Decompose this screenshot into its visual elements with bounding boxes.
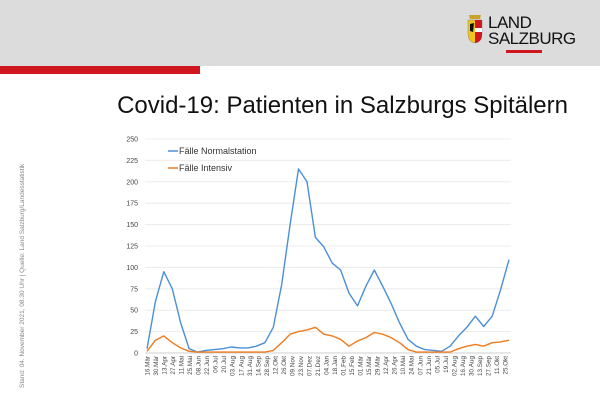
x-tick-label: 26.Apr	[392, 356, 399, 375]
x-tick-label: 16.Mär	[145, 356, 152, 376]
y-tick-label: 75	[130, 286, 138, 293]
x-tick-label: 13.Sep	[477, 356, 484, 376]
x-tick-label: 20.Jul	[221, 356, 228, 373]
logo-underline	[506, 50, 542, 53]
x-tick-label: 11.Mai	[179, 356, 186, 374]
y-tick-label: 150	[126, 222, 138, 229]
x-tick-label: 21.Dez	[315, 356, 322, 376]
legend-label: Fälle Normalstation	[179, 146, 257, 156]
slide-header	[0, 0, 600, 66]
legend-label: Fälle Intensiv	[179, 163, 233, 173]
x-tick-label: 09.Nov	[289, 355, 296, 376]
y-tick-label: 125	[126, 244, 138, 251]
x-tick-label: 16.Aug	[460, 356, 467, 376]
x-tick-label: 18.Jan	[332, 356, 339, 375]
x-tick-label: 25.Okt	[503, 356, 510, 375]
series-line-normalstation	[146, 168, 510, 353]
y-tick-label: 100	[126, 265, 138, 272]
x-tick-label: 07.Jun	[417, 356, 424, 375]
x-tick-label: 04.Jan	[324, 356, 331, 375]
x-tick-label: 29.Mär	[375, 356, 382, 376]
x-tick-label: 24.Mai	[409, 356, 416, 375]
coat-of-arms-icon	[467, 15, 483, 44]
x-tick-label: 30.Aug	[468, 356, 475, 376]
y-tick-label: 0	[134, 351, 138, 358]
x-tick-label: 08.Jun	[196, 356, 203, 375]
y-tick-label: 50	[130, 308, 138, 315]
x-tick-label: 01.Feb	[341, 356, 348, 376]
chart-title: Covid-19: Patienten in Salzburgs Spitäle…	[117, 92, 568, 119]
x-tick-label: 15.Mär	[366, 356, 373, 376]
x-tick-label: 27.Apr	[170, 356, 177, 375]
x-tick-label: 28.Sep	[264, 356, 271, 376]
x-tick-label: 23.Nov	[298, 355, 305, 376]
x-tick-label: 12.Apr	[383, 356, 390, 375]
x-tick-label: 17.Aug	[238, 356, 245, 376]
x-tick-label: 03.Aug	[230, 356, 237, 376]
logo-text-salzburg: SALZBURG	[488, 29, 576, 48]
x-tick-label: 01.Mär	[358, 356, 365, 376]
x-tick-label: 27.Sep	[485, 356, 492, 376]
x-tick-label: 25.Mai	[187, 356, 194, 375]
x-tick-label: 21.Jun	[426, 356, 433, 375]
y-tick-label: 200	[126, 179, 138, 186]
x-tick-label: 05.Jul	[434, 356, 441, 373]
x-tick-label: 13.Apr	[162, 356, 169, 375]
land-salzburg-logo: LAND SALZBURG	[466, 14, 586, 54]
x-tick-label: 30.Mär	[153, 356, 160, 376]
logo-text-land: LAND	[488, 13, 532, 32]
x-tick-label: 07.Dez	[306, 356, 313, 376]
x-tick-label: 22.Jun	[204, 356, 211, 375]
x-tick-label: 02.Aug	[451, 356, 458, 376]
series-line-intensiv	[146, 326, 510, 353]
accent-bar	[0, 66, 200, 74]
x-tick-label: 12.Okt	[272, 356, 279, 375]
x-tick-label: 06.Jul	[213, 356, 220, 373]
x-tick-label: 31.Aug	[247, 356, 254, 376]
y-tick-label: 225	[126, 158, 138, 165]
x-tick-label: 11.Okt	[494, 356, 501, 374]
x-tick-label: 14.Sep	[255, 356, 262, 376]
x-tick-label: 19.Jul	[443, 356, 450, 373]
y-tick-label: 250	[126, 137, 138, 144]
x-tick-label: 10.Mai	[400, 356, 407, 375]
y-tick-label: 25	[130, 329, 138, 336]
y-tick-label: 175	[126, 201, 138, 208]
x-tick-label: 15.Feb	[349, 356, 356, 376]
x-tick-label: 26.Okt	[281, 356, 288, 375]
